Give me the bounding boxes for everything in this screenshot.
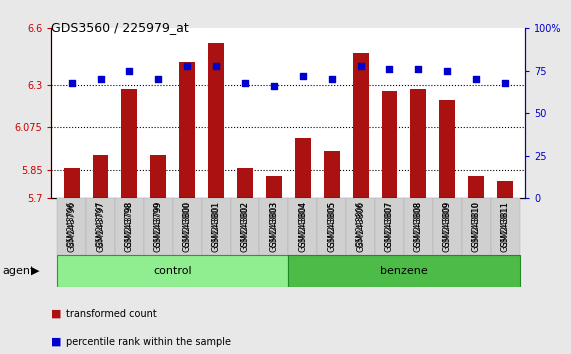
Bar: [179, 62, 195, 198]
Point: [270, 83, 279, 89]
Point: [385, 66, 394, 72]
Bar: [439, 100, 455, 198]
Bar: [57, 255, 288, 287]
Text: ■: ■: [51, 337, 62, 347]
Bar: [288, 198, 317, 255]
Bar: [115, 198, 144, 255]
Text: GSM243801: GSM243801: [212, 201, 220, 247]
Bar: [237, 168, 253, 198]
Bar: [317, 198, 346, 255]
Bar: [266, 176, 282, 198]
Text: agent: agent: [3, 266, 35, 276]
Text: GSM243798: GSM243798: [125, 201, 134, 252]
Text: GSM243796: GSM243796: [67, 201, 76, 252]
Bar: [462, 198, 490, 255]
Point: [356, 63, 365, 69]
Point: [414, 66, 423, 72]
Text: GSM243807: GSM243807: [385, 201, 394, 247]
Text: GSM243810: GSM243810: [472, 201, 481, 252]
Text: GSM243802: GSM243802: [240, 201, 250, 252]
Point: [240, 80, 250, 86]
Bar: [346, 198, 375, 255]
Text: transformed count: transformed count: [66, 309, 156, 319]
Text: GSM243806: GSM243806: [356, 201, 365, 247]
Text: GSM243799: GSM243799: [154, 201, 163, 247]
Text: ■: ■: [51, 309, 62, 319]
Bar: [231, 198, 259, 255]
Text: GSM243799: GSM243799: [154, 201, 163, 252]
Text: GSM243801: GSM243801: [212, 201, 220, 252]
Text: GSM243803: GSM243803: [270, 201, 279, 247]
Point: [443, 68, 452, 74]
Bar: [57, 198, 86, 255]
Bar: [490, 198, 520, 255]
Bar: [375, 198, 404, 255]
Text: GSM243806: GSM243806: [356, 201, 365, 252]
Bar: [353, 53, 368, 198]
Point: [67, 80, 76, 86]
Point: [501, 80, 510, 86]
Text: GSM243803: GSM243803: [270, 201, 279, 252]
Bar: [64, 168, 79, 198]
Point: [327, 76, 336, 82]
Text: GSM243808: GSM243808: [414, 201, 423, 252]
Text: GSM243808: GSM243808: [414, 201, 423, 247]
Text: GSM243798: GSM243798: [125, 201, 134, 247]
Text: GSM243804: GSM243804: [298, 201, 307, 247]
Bar: [86, 198, 115, 255]
Bar: [122, 89, 138, 198]
Bar: [497, 181, 513, 198]
Text: GDS3560 / 225979_at: GDS3560 / 225979_at: [51, 21, 189, 34]
Text: GSM243809: GSM243809: [443, 201, 452, 247]
Bar: [144, 198, 173, 255]
Text: GSM243811: GSM243811: [501, 201, 509, 252]
Point: [211, 63, 220, 69]
Bar: [208, 44, 224, 198]
Bar: [433, 198, 462, 255]
Text: GSM243797: GSM243797: [96, 201, 105, 247]
Text: GSM243805: GSM243805: [327, 201, 336, 252]
Text: GSM243800: GSM243800: [183, 201, 192, 247]
Text: GSM243810: GSM243810: [472, 201, 481, 247]
Bar: [381, 91, 397, 198]
Bar: [295, 138, 311, 198]
Text: ▶: ▶: [31, 266, 40, 276]
Bar: [288, 255, 520, 287]
Point: [96, 76, 105, 82]
Point: [125, 68, 134, 74]
Bar: [202, 198, 231, 255]
Text: GSM243811: GSM243811: [501, 201, 509, 247]
Text: benzene: benzene: [380, 266, 428, 276]
Text: percentile rank within the sample: percentile rank within the sample: [66, 337, 231, 347]
Text: GSM243809: GSM243809: [443, 201, 452, 252]
Bar: [468, 176, 484, 198]
Bar: [324, 151, 340, 198]
Bar: [404, 198, 433, 255]
Text: GSM243804: GSM243804: [298, 201, 307, 252]
Bar: [173, 198, 202, 255]
Text: GSM243797: GSM243797: [96, 201, 105, 252]
Text: GSM243796: GSM243796: [67, 201, 76, 247]
Text: GSM243802: GSM243802: [240, 201, 250, 247]
Bar: [150, 155, 166, 198]
Bar: [93, 155, 108, 198]
Text: GSM243800: GSM243800: [183, 201, 192, 252]
Text: GSM243807: GSM243807: [385, 201, 394, 252]
Text: GSM243805: GSM243805: [327, 201, 336, 247]
Point: [472, 76, 481, 82]
Text: control: control: [154, 266, 192, 276]
Bar: [411, 89, 427, 198]
Point: [298, 73, 307, 79]
Bar: [259, 198, 288, 255]
Point: [183, 63, 192, 69]
Point: [154, 76, 163, 82]
